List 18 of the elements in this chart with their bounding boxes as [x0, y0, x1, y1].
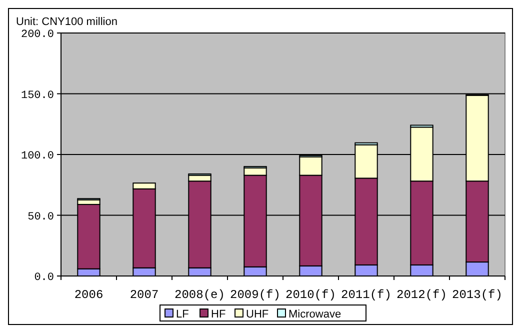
legend-label: Microwave [288, 308, 342, 320]
y-tick-label: 0.0 [34, 272, 54, 284]
x-tick-label: 2010(f) [286, 288, 336, 302]
x-tick-label: 2012(f) [396, 288, 447, 302]
x-tick-label: 2008(e) [174, 288, 225, 302]
x-tick-label: 2007 [130, 288, 159, 302]
y-tick-label: 50.0 [28, 211, 54, 224]
x-tick-label: 2009(f) [230, 288, 280, 302]
x-tick-label: 2013(f) [452, 288, 502, 302]
legend-label: HF [211, 308, 226, 320]
x-tick-label: 2011(f) [341, 288, 392, 302]
y-axis-title: Unit: CNY100 million [16, 16, 118, 28]
x-tick-label: 2006 [74, 288, 104, 302]
y-tick-label: 200.0 [20, 29, 54, 41]
y-tick-label: 100.0 [20, 150, 54, 162]
legend-label: LF [176, 308, 190, 320]
legend-label: UHF [246, 308, 269, 320]
y-tick-label: 150.0 [20, 90, 54, 102]
